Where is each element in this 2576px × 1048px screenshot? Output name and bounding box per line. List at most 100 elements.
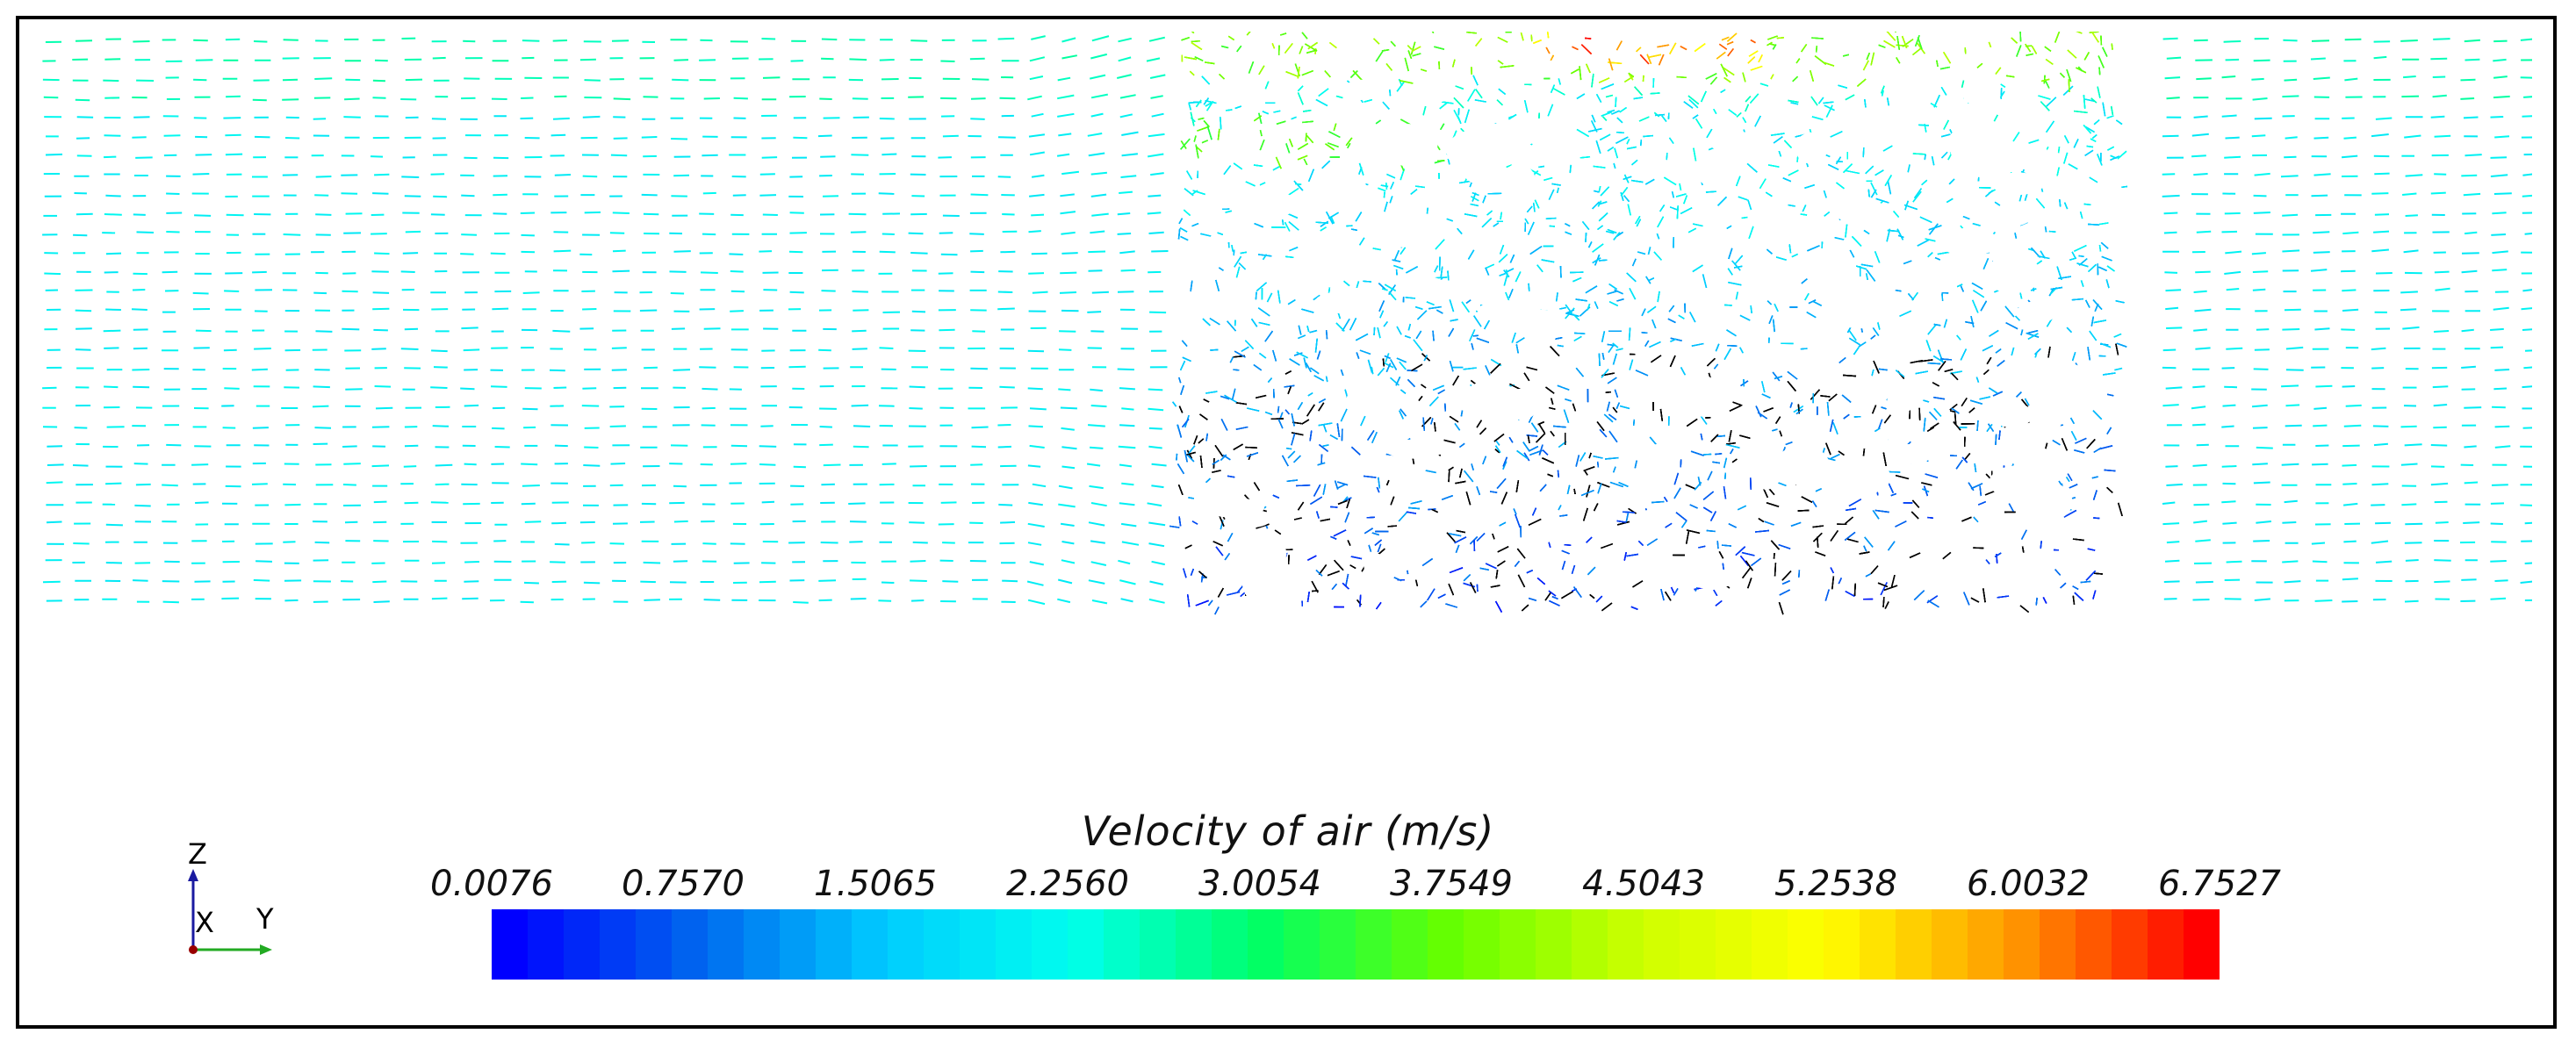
velocity-vector bbox=[46, 481, 63, 485]
velocity-vector bbox=[1119, 250, 1135, 255]
velocity-vector bbox=[1088, 269, 1103, 272]
velocity-vector bbox=[1002, 579, 1018, 583]
velocity-vector bbox=[136, 231, 155, 233]
velocity-vector bbox=[1148, 36, 1166, 42]
velocity-vector bbox=[584, 211, 601, 214]
velocity-vector bbox=[461, 327, 479, 330]
velocity-vector bbox=[1088, 250, 1106, 254]
velocity-vector bbox=[1031, 35, 1046, 40]
velocity-vector bbox=[2402, 326, 2420, 330]
velocity-vector bbox=[1151, 485, 1164, 489]
velocity-vector bbox=[1031, 252, 1047, 255]
velocity-vector bbox=[76, 116, 94, 118]
velocity-vector bbox=[702, 542, 716, 545]
velocity-vector bbox=[254, 135, 270, 139]
velocity-vector bbox=[881, 153, 897, 156]
velocity-vector bbox=[582, 387, 597, 390]
velocity-vector bbox=[430, 173, 445, 176]
velocity-vector bbox=[105, 482, 122, 485]
velocity-vector bbox=[2285, 424, 2302, 427]
velocity-vector bbox=[400, 270, 415, 273]
velocity-vector bbox=[2314, 599, 2333, 602]
velocity-vector bbox=[314, 541, 330, 544]
velocity-vector bbox=[1147, 502, 1162, 507]
velocity-vector bbox=[1061, 231, 1076, 235]
velocity-vector bbox=[639, 309, 658, 312]
velocity-vector bbox=[699, 366, 716, 369]
velocity-vector bbox=[2371, 248, 2389, 253]
velocity-vector bbox=[2313, 231, 2330, 234]
velocity-vector bbox=[700, 271, 718, 274]
velocity-vector bbox=[494, 446, 510, 449]
velocity-vector bbox=[2163, 580, 2180, 583]
velocity-vector bbox=[1060, 193, 1075, 197]
velocity-vector bbox=[912, 541, 928, 544]
velocity-vector bbox=[554, 542, 570, 546]
velocity-vector bbox=[583, 464, 601, 467]
velocity-vector bbox=[613, 97, 631, 101]
velocity-vector bbox=[584, 79, 601, 82]
velocity-vector bbox=[972, 330, 986, 333]
velocity-vector bbox=[942, 134, 959, 138]
velocity-vector bbox=[788, 365, 806, 369]
velocity-vector bbox=[2404, 599, 2419, 603]
velocity-vector bbox=[818, 348, 831, 352]
velocity-vector bbox=[2194, 308, 2212, 312]
velocity-vector bbox=[789, 212, 804, 214]
velocity-vector bbox=[940, 60, 955, 62]
velocity-vector bbox=[47, 463, 64, 466]
velocity-vector bbox=[1148, 598, 1165, 604]
velocity-vector bbox=[2461, 252, 2479, 255]
velocity-vector bbox=[879, 250, 896, 254]
velocity-vector bbox=[521, 463, 538, 466]
velocity-vector bbox=[2490, 156, 2508, 159]
velocity-vector bbox=[166, 443, 182, 447]
velocity-vector bbox=[2405, 174, 2423, 177]
velocity-vector bbox=[2375, 560, 2393, 563]
velocity-vector bbox=[2195, 270, 2211, 274]
velocity-vector bbox=[2342, 154, 2358, 159]
velocity-vector bbox=[673, 250, 691, 253]
velocity-vector bbox=[2342, 289, 2357, 292]
velocity-vector bbox=[2225, 250, 2242, 255]
velocity-vector bbox=[2224, 155, 2241, 159]
velocity-vector bbox=[848, 502, 866, 505]
velocity-vector bbox=[371, 270, 389, 273]
velocity-vector bbox=[551, 521, 567, 525]
velocity-vector bbox=[759, 580, 776, 584]
velocity-vector bbox=[819, 443, 833, 447]
velocity-vector bbox=[45, 153, 63, 156]
velocity-vector bbox=[970, 97, 986, 100]
velocity-vector bbox=[1150, 95, 1163, 99]
velocity-vector bbox=[942, 580, 959, 583]
velocity-vector bbox=[1116, 74, 1132, 79]
velocity-vector bbox=[610, 463, 626, 465]
velocity-vector bbox=[42, 580, 61, 584]
velocity-vector bbox=[2520, 504, 2532, 506]
velocity-vector bbox=[671, 138, 688, 140]
velocity-vector bbox=[1090, 93, 1108, 99]
velocity-vector bbox=[431, 349, 448, 353]
velocity-vector bbox=[2254, 348, 2270, 351]
velocity-vector bbox=[1149, 311, 1167, 314]
velocity-vector bbox=[253, 578, 270, 582]
velocity-vector bbox=[2166, 56, 2182, 60]
velocity-vector bbox=[2371, 540, 2389, 544]
velocity-vector bbox=[2490, 502, 2505, 505]
velocity-vector bbox=[970, 463, 983, 466]
velocity-vector bbox=[999, 385, 1015, 389]
velocity-vector bbox=[2403, 249, 2419, 254]
velocity-vector bbox=[1029, 444, 1045, 449]
velocity-vector bbox=[2371, 133, 2389, 138]
velocity-vector bbox=[761, 156, 778, 159]
velocity-vector bbox=[193, 39, 208, 42]
velocity-vector bbox=[820, 542, 838, 544]
velocity-vector bbox=[103, 79, 119, 83]
velocity-vector bbox=[2162, 348, 2177, 352]
velocity-vector bbox=[2226, 347, 2243, 350]
velocity-vector bbox=[852, 291, 868, 293]
velocity-vector bbox=[2256, 328, 2270, 331]
velocity-vector bbox=[849, 520, 867, 523]
velocity-vector bbox=[702, 233, 716, 236]
velocity-vector bbox=[2522, 173, 2532, 176]
